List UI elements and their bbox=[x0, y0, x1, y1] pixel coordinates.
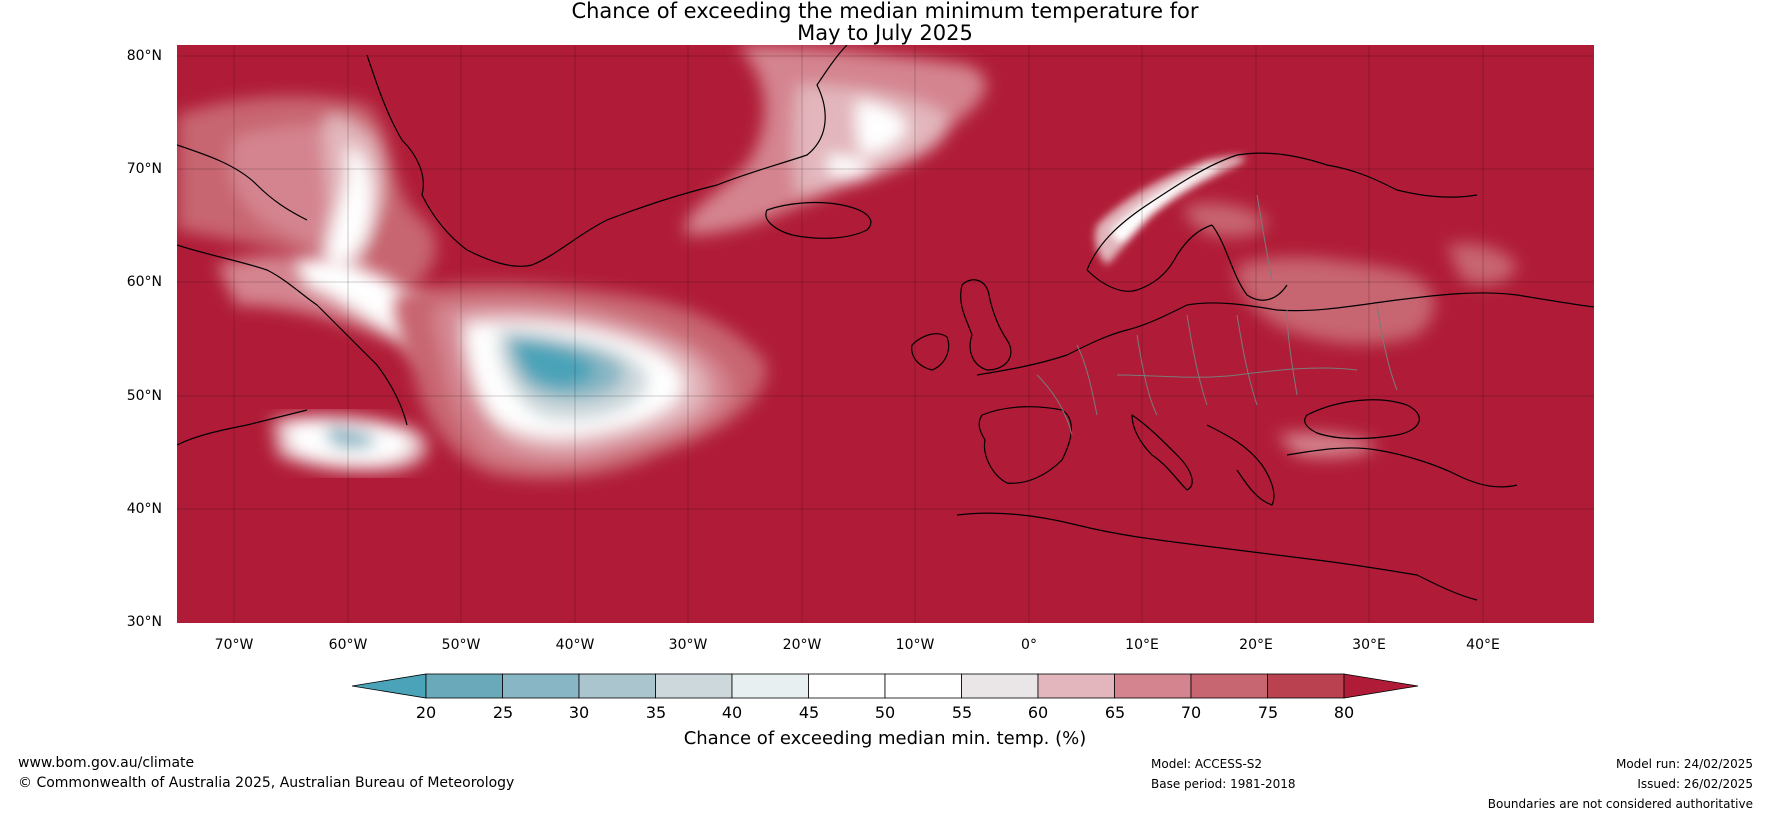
colorbar-label: Chance of exceeding median min. temp. (%… bbox=[683, 728, 1087, 749]
lon-label-10e: 10°E bbox=[1125, 637, 1159, 653]
lat-label-50n: 50°N bbox=[126, 388, 162, 404]
colorbar-segments bbox=[352, 673, 1419, 699]
colorbar-segment-35 bbox=[655, 673, 733, 699]
lon-label-50w: 50°W bbox=[441, 637, 481, 653]
colorbar-tick-50: 50 bbox=[874, 703, 896, 722]
lat-label-80n: 80°N bbox=[126, 48, 162, 64]
lat-label-30n: 30°N bbox=[126, 614, 162, 630]
colorbar-segment-70 bbox=[1190, 673, 1268, 699]
anomaly-eastern-europe bbox=[1185, 203, 1517, 458]
colorbar-segment-40 bbox=[731, 673, 809, 699]
footer-copyright: © Commonwealth of Australia 2025, Austra… bbox=[18, 775, 515, 791]
anomaly-south-newfoundland bbox=[272, 414, 428, 472]
chart-title-line-2: May to July 2025 bbox=[797, 21, 973, 45]
colorbar-tick-35: 35 bbox=[645, 703, 667, 722]
colorbar-segment-50 bbox=[884, 673, 962, 699]
anomaly-labrador bbox=[177, 96, 436, 295]
lat-label-40n: 40°N bbox=[126, 501, 162, 517]
chart-title-line-1: Chance of exceeding the median minimum t… bbox=[571, 0, 1199, 23]
colorbar-tick-80: 80 bbox=[1333, 703, 1355, 722]
colorbar-arrow-high bbox=[1343, 673, 1419, 699]
colorbar-tick-70: 70 bbox=[1180, 703, 1202, 722]
lon-label-20w: 20°W bbox=[782, 637, 822, 653]
footer-model-run: Model run: 24/02/2025 bbox=[1615, 757, 1753, 771]
lon-label-40e: 40°E bbox=[1466, 637, 1500, 653]
anomaly-central-atlantic bbox=[394, 283, 767, 479]
footer-base-period: Base period: 1981-2018 bbox=[1151, 777, 1296, 791]
colorbar-segment-75 bbox=[1267, 673, 1345, 699]
lon-label-40w: 40°W bbox=[555, 637, 595, 653]
lon-label-0: 0° bbox=[1021, 637, 1037, 653]
lon-label-70w: 70°W bbox=[214, 637, 254, 653]
anomaly-scandinavia bbox=[1095, 155, 1246, 265]
colorbar-segment-55 bbox=[961, 673, 1039, 699]
colorbar-segment-25 bbox=[502, 673, 580, 699]
lat-label-60n: 60°N bbox=[126, 274, 162, 290]
footer-model: Model: ACCESS-S2 bbox=[1151, 757, 1263, 771]
colorbar-segment-60 bbox=[1037, 673, 1115, 699]
graticule bbox=[177, 45, 1594, 623]
colorbar-tick-45: 45 bbox=[798, 703, 820, 722]
colorbar-tick-55: 55 bbox=[951, 703, 973, 722]
colorbar-segment-65 bbox=[1114, 673, 1192, 699]
colorbar-tick-60: 60 bbox=[1027, 703, 1049, 722]
colorbar-segment-20 bbox=[425, 673, 503, 699]
lon-label-10w: 10°W bbox=[895, 637, 935, 653]
footer-disclaimer: Boundaries are not considered authoritat… bbox=[1487, 797, 1753, 811]
lon-label-60w: 60°W bbox=[328, 637, 368, 653]
lon-label-30e: 30°E bbox=[1352, 637, 1386, 653]
colorbar-tick-65: 65 bbox=[1104, 703, 1126, 722]
footer-website: www.bom.gov.au/climate bbox=[18, 755, 195, 771]
colorbar-tick-40: 40 bbox=[721, 703, 743, 722]
coastlines bbox=[177, 45, 1594, 601]
borders bbox=[1036, 194, 1398, 436]
colorbar-tick-30: 30 bbox=[568, 703, 590, 722]
colorbar bbox=[352, 673, 1419, 699]
lat-label-70n: 70°N bbox=[126, 161, 162, 177]
lon-label-30w: 30°W bbox=[668, 637, 708, 653]
colorbar-tick-25: 25 bbox=[492, 703, 514, 722]
colorbar-tick-75: 75 bbox=[1257, 703, 1279, 722]
colorbar-segment-30 bbox=[578, 673, 656, 699]
footer-issued: Issued: 26/02/2025 bbox=[1637, 777, 1753, 791]
lon-label-20e: 20°E bbox=[1239, 637, 1273, 653]
colorbar-tick-20: 20 bbox=[415, 703, 437, 722]
colorbar-segment-45 bbox=[808, 673, 886, 699]
probability-map bbox=[177, 45, 1594, 623]
anomaly-denmark-strait bbox=[685, 45, 986, 235]
colorbar-arrow-low bbox=[352, 673, 427, 699]
